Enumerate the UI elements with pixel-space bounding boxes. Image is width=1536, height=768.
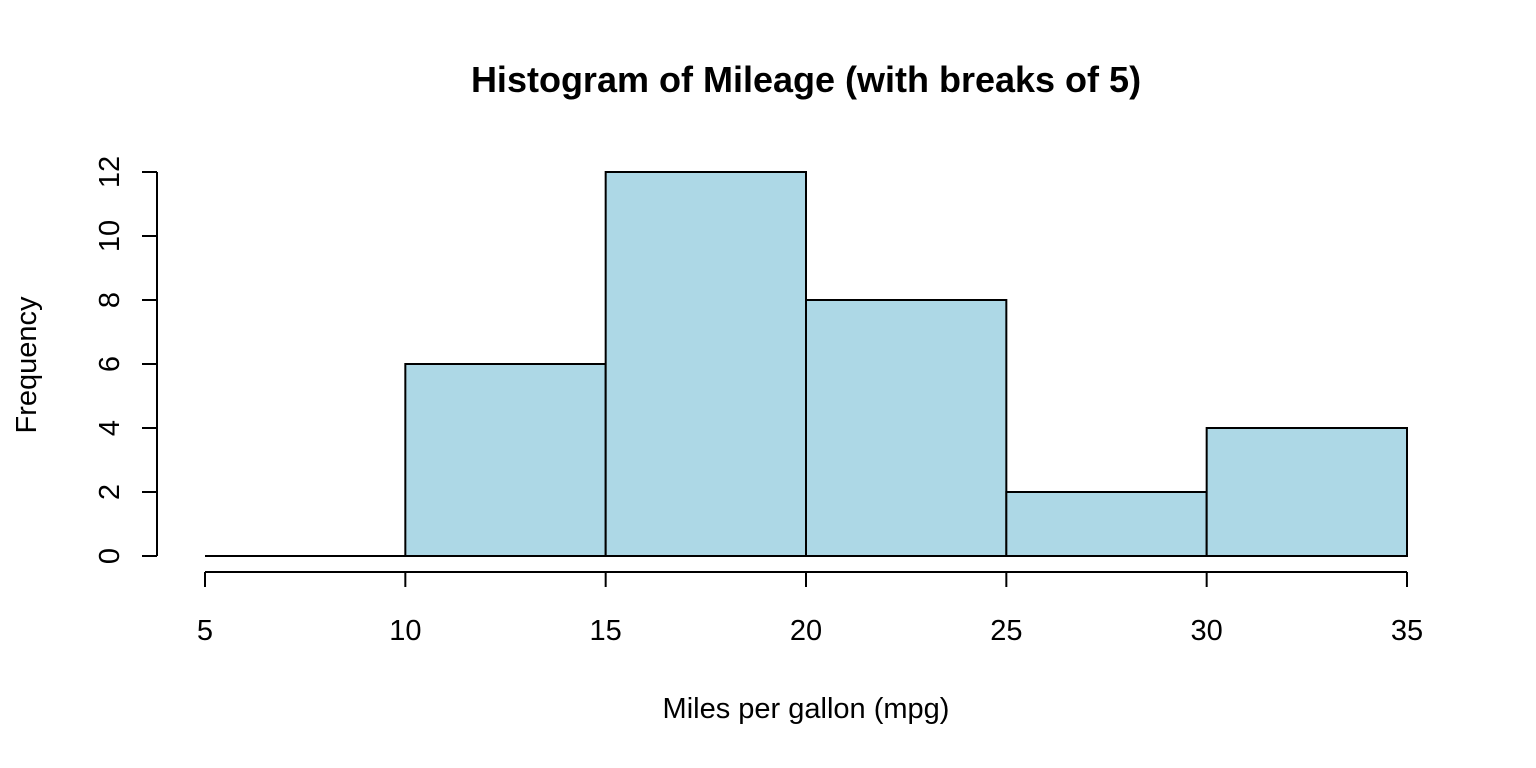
histogram-bar bbox=[1205, 427, 1408, 557]
histogram-bar bbox=[404, 363, 607, 557]
x-tick-label: 20 bbox=[790, 615, 822, 647]
x-tick-label: 15 bbox=[590, 615, 622, 647]
y-axis: 0 2 4 6 8 10 12 bbox=[94, 156, 158, 564]
y-tick-label: 0 bbox=[94, 548, 126, 564]
x-axis: 5 10 15 20 25 30 35 bbox=[197, 571, 1423, 647]
x-tick-label: 30 bbox=[1191, 615, 1223, 647]
x-tick-label: 10 bbox=[389, 615, 421, 647]
chart-title: Histogram of Mileage (with breaks of 5) bbox=[471, 59, 1141, 100]
histogram-bar bbox=[1005, 491, 1208, 557]
x-axis-label: Miles per gallon (mpg) bbox=[663, 693, 950, 725]
y-tick-label: 12 bbox=[94, 156, 126, 188]
histogram-bar bbox=[604, 171, 808, 557]
y-tick-label: 4 bbox=[94, 420, 126, 436]
y-axis-label: Frequency bbox=[11, 296, 43, 434]
y-tick-label: 8 bbox=[94, 292, 126, 308]
y-tick-label: 2 bbox=[94, 484, 126, 500]
histogram-bar bbox=[805, 299, 1008, 557]
x-tick-label: 35 bbox=[1391, 615, 1423, 647]
y-tick-label: 6 bbox=[94, 356, 126, 372]
x-tick-label: 25 bbox=[990, 615, 1022, 647]
x-tick-label: 5 bbox=[197, 615, 213, 647]
y-tick-label: 10 bbox=[94, 220, 126, 252]
bars bbox=[205, 171, 1408, 557]
